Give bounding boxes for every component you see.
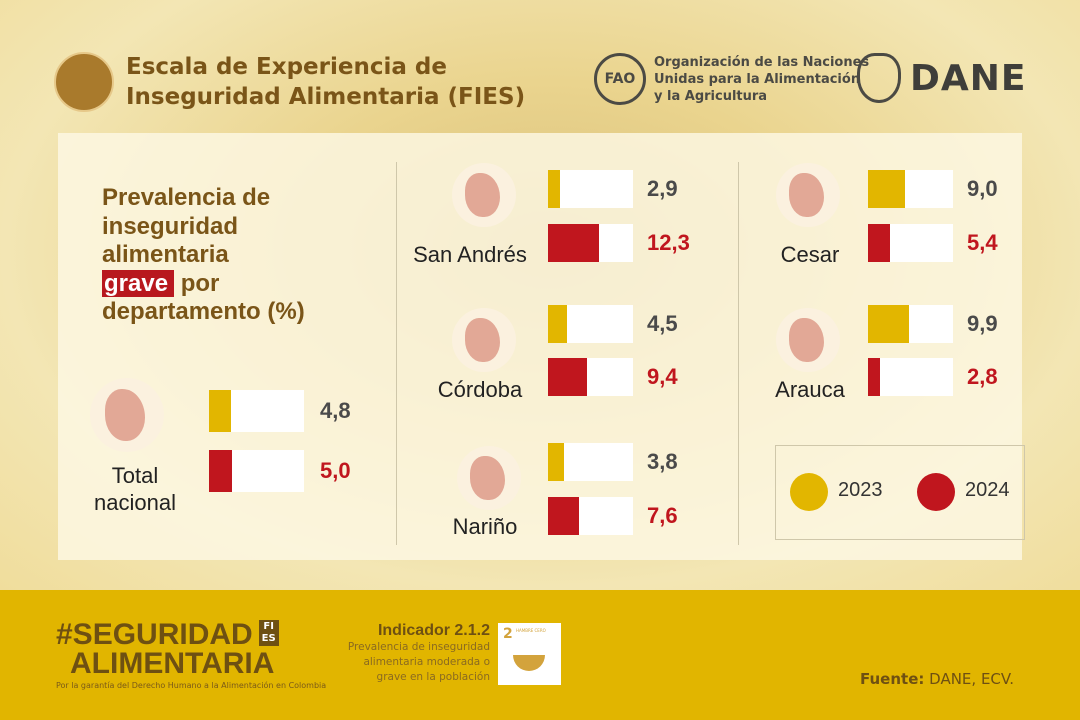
value-label-2024: 2,8 <box>967 364 998 389</box>
fies-badge: FI ES <box>258 620 279 646</box>
value-label-2024: 12,3 <box>647 230 690 255</box>
map-san-andres-icon <box>452 163 516 227</box>
bar-track-2024 <box>548 224 633 262</box>
legend-label-2024: 2024 <box>965 479 1010 501</box>
bar-track-2023 <box>209 390 304 432</box>
bar-track-2023 <box>548 170 633 208</box>
bar-track-2024 <box>548 497 633 535</box>
map-cesar-icon <box>776 163 840 227</box>
value-label-2023: 3,8 <box>647 449 678 474</box>
heading-line-2: inseguridad <box>102 212 239 240</box>
heading-line-4: por <box>180 269 220 297</box>
bar-arauca-2023 <box>868 305 909 343</box>
legend: 2023 2024 <box>775 445 1025 540</box>
hashtag-line-1: #SEGURIDAD <box>56 618 253 651</box>
heading-highlight-grave: grave <box>102 269 175 297</box>
bar-san-andres-2024 <box>548 224 599 262</box>
heading-line-3: alimentaria <box>102 241 229 268</box>
tagline: Por la garantía del Derecho Humano a la … <box>56 681 327 690</box>
fao-line-3: y la Agricultura <box>654 89 768 104</box>
bar-track-2024 <box>868 224 953 262</box>
bar-cordoba-2024 <box>548 358 587 396</box>
footer: #SEGURIDAD FI ES ALIMENTARIA Por la garan… <box>0 590 1080 720</box>
value-label-2023: 2,9 <box>647 176 678 201</box>
bar-total-nacional-2024 <box>209 450 232 492</box>
page-title: Escala de Experiencia de Inseguridad Ali… <box>126 52 525 112</box>
fies-badge-1: FI <box>263 621 274 632</box>
bar-track-2024 <box>548 358 633 396</box>
campaign-logo: #SEGURIDAD FI ES ALIMENTARIA Por la garan… <box>56 620 326 691</box>
department-label: Cesar <box>780 242 840 267</box>
indicator-desc-1: Prevalencia de inseguridad <box>347 641 490 653</box>
title-line-2: Inseguridad Alimentaria (FIES) <box>126 84 526 110</box>
indicator-title: Indicador 2.1.2 <box>377 622 490 639</box>
fao-line-2: Unidas para la Alimentación <box>654 72 861 87</box>
bar-san-andres-2023 <box>548 170 560 208</box>
legend-swatch-2024 <box>917 473 955 511</box>
title-line-1: Escala de Experiencia de <box>126 54 447 80</box>
legend-label-2023: 2023 <box>838 479 883 501</box>
sdg-2-icon: 2 HAMBRE CERO <box>498 623 561 685</box>
map-arauca-icon <box>776 308 840 372</box>
source-label: Fuente: <box>860 670 925 688</box>
fao-line-1: Organización de las Naciones <box>654 55 870 70</box>
bar-track-2023 <box>868 170 953 208</box>
indicator-desc-2: alimentaria moderada o <box>363 656 490 668</box>
indicator-desc-3: grave en la población <box>376 671 490 683</box>
value-label-2023: 9,9 <box>967 311 998 336</box>
bar-cesar-2023 <box>868 170 905 208</box>
map-total-nacional-icon <box>90 378 164 452</box>
value-label-2024: 5,4 <box>967 230 998 255</box>
bar-arauca-2024 <box>868 358 880 396</box>
map-narino-icon <box>457 446 521 510</box>
hashtag-line-2: ALIMENTARIA <box>70 647 275 680</box>
bar-total-nacional-2023 <box>209 390 231 432</box>
heading-line-1: Prevalencia de <box>102 184 271 211</box>
department-label: Arauca <box>775 377 845 402</box>
bar-track-2024 <box>209 450 304 492</box>
department-label: Nariño <box>452 514 518 539</box>
value-label-2024: 9,4 <box>647 364 678 389</box>
map-cordoba-icon <box>452 308 516 372</box>
dane-logo: DANE <box>910 58 1027 99</box>
bar-track-2023 <box>548 443 633 481</box>
bowl-icon <box>513 655 545 671</box>
fies-logo <box>54 52 114 112</box>
bar-narino-2023 <box>548 443 564 481</box>
bar-narino-2024 <box>548 497 580 535</box>
source-value: DANE, ECV. <box>929 670 1014 688</box>
bar-cesar-2024 <box>868 224 891 262</box>
value-label-2023: 4,5 <box>647 311 678 336</box>
indicator-block: Indicador 2.1.2 Prevalencia de insegurid… <box>330 622 490 685</box>
department-label: Córdoba <box>437 377 523 402</box>
value-label-2024: 5,0 <box>320 458 351 483</box>
legend-swatch-2023 <box>790 473 828 511</box>
fao-logo: FAO <box>594 53 646 105</box>
divider <box>396 162 397 545</box>
sdg-label: HAMBRE CERO <box>516 628 546 633</box>
heading-line-5: departamento (%) <box>102 298 305 325</box>
colombia-seal-icon <box>857 53 901 103</box>
value-label-2023: 9,0 <box>967 176 998 201</box>
bar-track-2023 <box>868 305 953 343</box>
fao-text: Organización de las Naciones Unidas para… <box>654 54 869 105</box>
chart-heading: Prevalencia de inseguridad alimentaria g… <box>102 184 305 327</box>
sdg-number: 2 <box>503 626 513 642</box>
divider <box>738 162 739 545</box>
bar-track-2023 <box>548 305 633 343</box>
department-label: San Andrés <box>413 242 527 267</box>
source: Fuente: DANE, ECV. <box>860 670 1014 688</box>
department-label: Total nacional <box>94 463 176 515</box>
value-label-2023: 4,8 <box>320 398 351 423</box>
fies-badge-2: ES <box>261 633 276 644</box>
bar-cordoba-2023 <box>548 305 567 343</box>
value-label-2024: 7,6 <box>647 503 678 528</box>
bar-track-2024 <box>868 358 953 396</box>
